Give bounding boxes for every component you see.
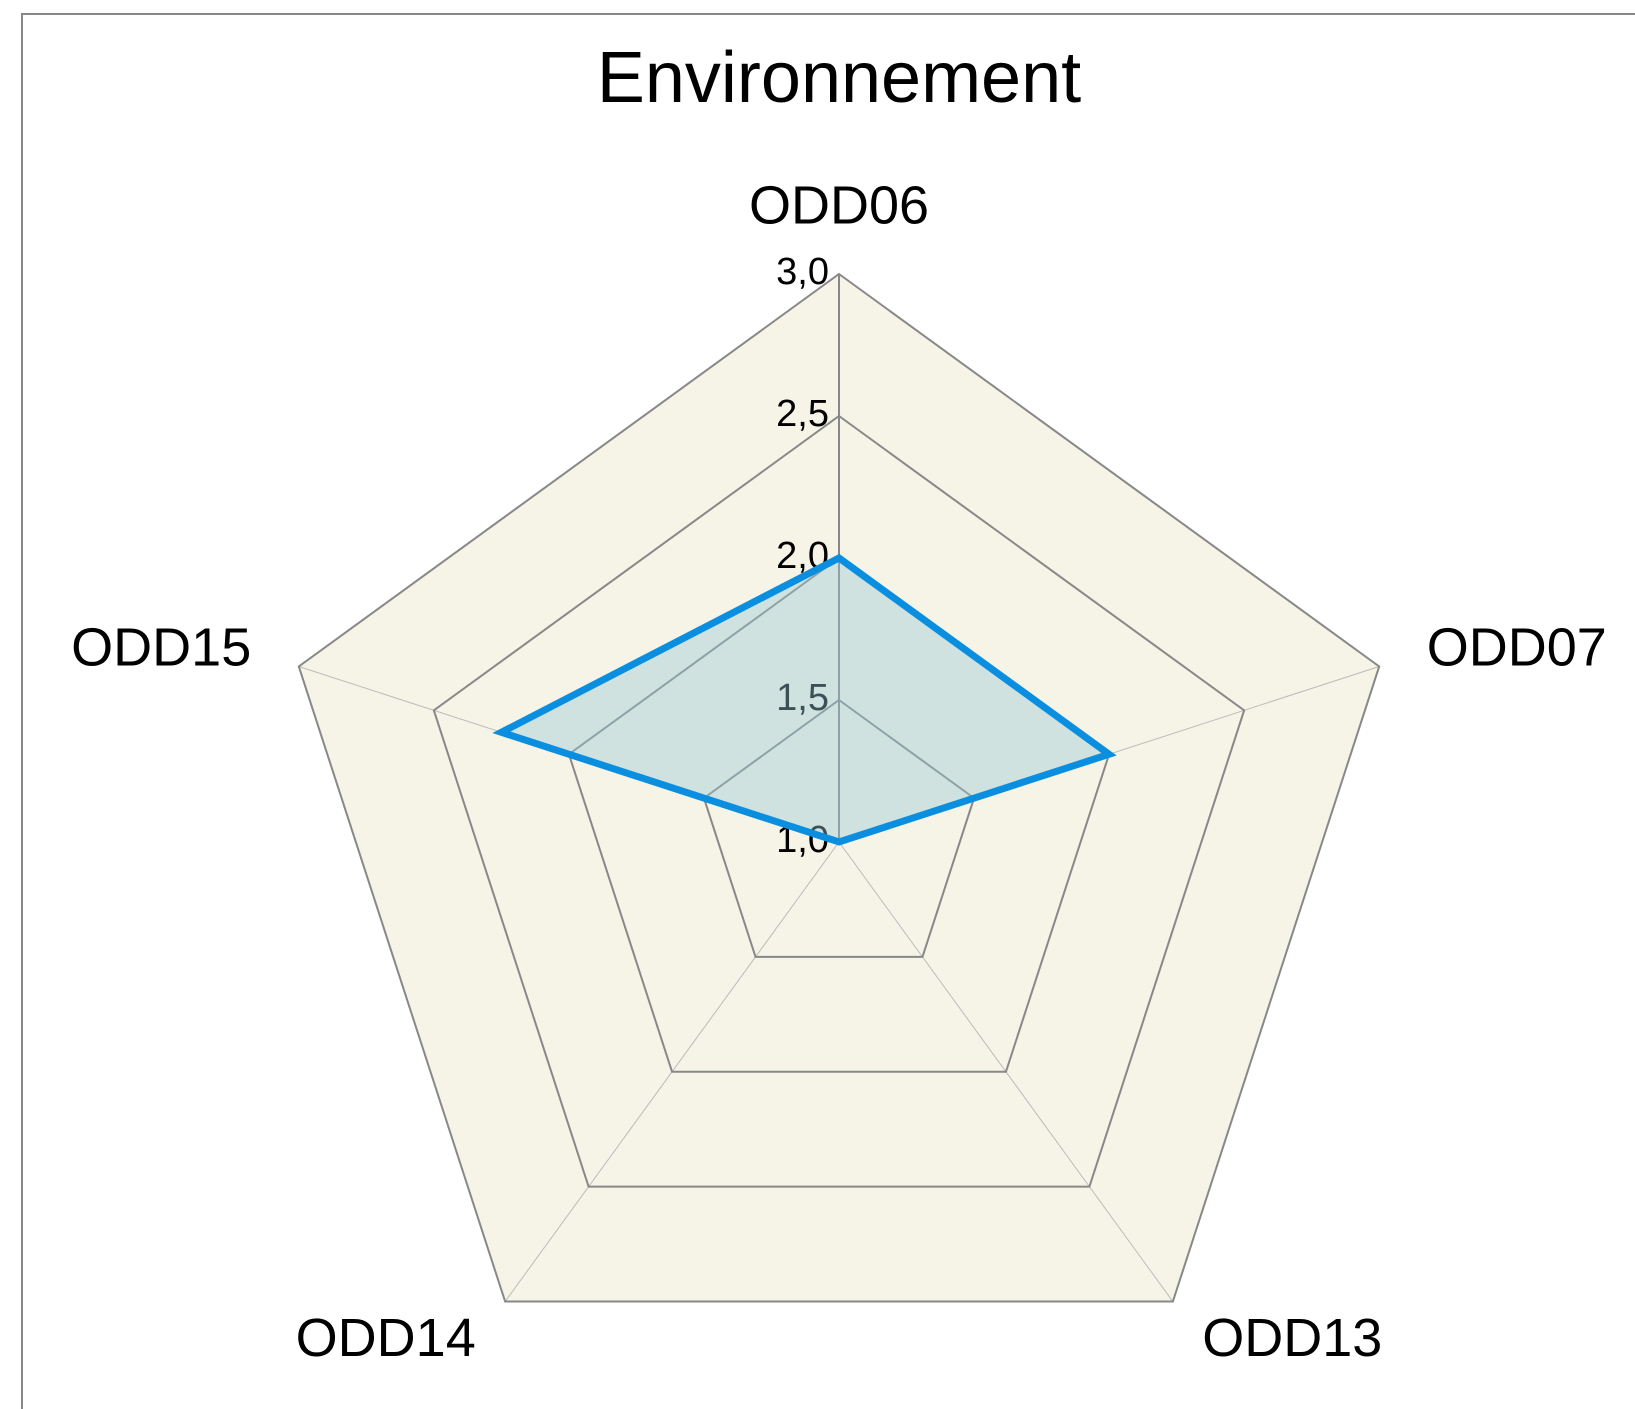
grid-line <box>702 698 976 958</box>
y-tick-label: 2,5 <box>776 393 829 435</box>
category-label: ODD14 <box>296 1308 476 1368</box>
grid-line <box>432 414 1246 1188</box>
grid-line <box>297 272 1381 1303</box>
series-area <box>492 553 1117 846</box>
category-label: ODD06 <box>749 175 929 235</box>
category-label: ODD15 <box>71 617 251 677</box>
category-label: ODD07 <box>1427 617 1607 677</box>
chart-title: Environnement <box>597 38 1081 118</box>
y-tick-label: 1,5 <box>776 677 829 719</box>
y-tick-label: 3,0 <box>776 251 829 293</box>
category-label: ODD13 <box>1202 1308 1382 1368</box>
